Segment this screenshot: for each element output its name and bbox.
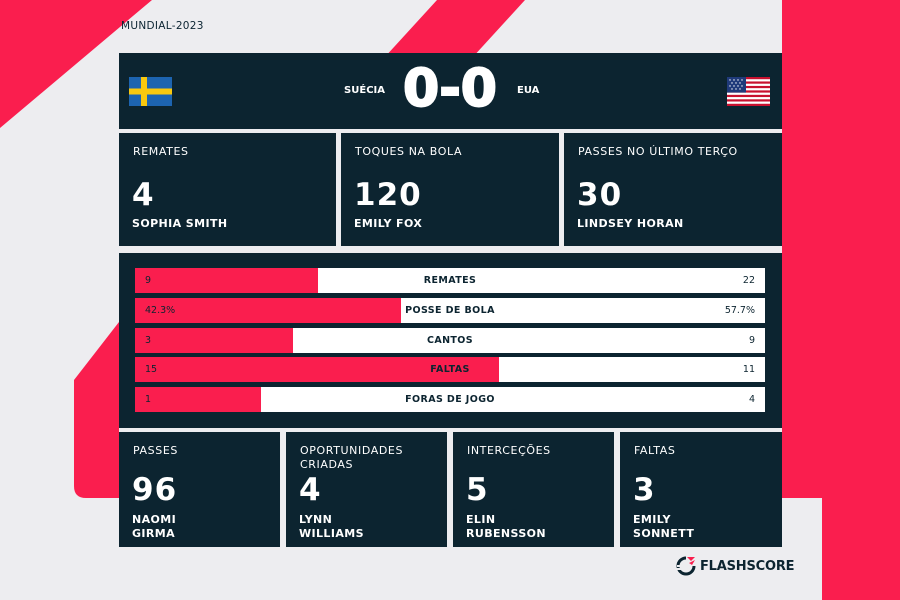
flashscore-brand: FLASHSCORE (676, 556, 795, 576)
stat-player-last: SONNETT (633, 527, 695, 540)
usa-flag-icon (727, 77, 770, 106)
stat-label: REMATES (133, 145, 189, 158)
comparison-row: 1 FORAS DE JOGO 4 (135, 387, 765, 412)
stat-name: CANTOS (426, 335, 474, 346)
stat-name: FALTAS (430, 364, 470, 375)
stat-name: REMATES (423, 275, 477, 286)
home-team-name: SUÉCIA (344, 85, 385, 96)
stat-value: 5 (466, 472, 489, 508)
comparison-row: 3 CANTOS 9 (135, 328, 765, 353)
stat-label: INTERCEÇÕES (467, 444, 551, 457)
home-share-bar (135, 387, 261, 412)
stat-value: 4 (299, 472, 322, 508)
comparison-row: 42.3% POSSE DE BOLA 57.7% (135, 298, 765, 323)
match-header: SUÉCIA 0-0 EUA (119, 53, 782, 129)
home-value: 42.3% (145, 305, 176, 316)
home-share-bar (135, 298, 402, 323)
stat-player-last: RUBENSSON (466, 527, 547, 540)
stat-player-last: GIRMA (132, 527, 176, 540)
top-stat-card-shots: REMATES 4 SOPHIA SMITH (119, 133, 336, 246)
home-share-bar (135, 328, 293, 353)
away-value: 22 (742, 275, 755, 286)
top-stat-card-final-third-passes: PASSES NO ÚLTIMO TERÇO 30 LINDSEY HORAN (564, 133, 782, 246)
stat-name: POSSE DE BOLA (405, 305, 495, 316)
stat-value: 4 (132, 177, 155, 213)
stat-name: FORAS DE JOGO (405, 394, 495, 405)
bottom-stat-card-interceptions: INTERCEÇÕES 5 ELIN RUBENSSON (453, 432, 614, 547)
stat-player: SOPHIA SMITH (132, 217, 228, 230)
home-value: 15 (145, 364, 158, 375)
match-score: 0-0 (402, 58, 498, 120)
flashscore-logo-icon (676, 556, 696, 576)
brand-name: FLASHSCORE (700, 558, 795, 574)
home-value: 9 (145, 275, 152, 286)
bottom-stat-card-passes: PASSES 96 NAOMI GIRMA (119, 432, 280, 547)
stat-label-line1: OPORTUNIDADES (300, 444, 404, 457)
stat-value: 30 (577, 177, 623, 213)
stat-player-first: LYNN (299, 513, 333, 526)
top-stat-card-touches: TOQUES NA BOLA 120 EMILY FOX (341, 133, 559, 246)
sweden-flag-icon (129, 77, 172, 106)
stat-player: LINDSEY HORAN (577, 217, 684, 230)
competition-title: MUNDIAL-2023 (121, 20, 204, 32)
stat-label: PASSES NO ÚLTIMO TERÇO (578, 145, 738, 158)
stat-player-first: NAOMI (132, 513, 177, 526)
home-share-bar (135, 357, 499, 382)
stat-value: 96 (132, 472, 178, 508)
stat-player: EMILY FOX (354, 217, 423, 230)
stat-player-last: WILLIAMS (299, 527, 364, 540)
home-value: 3 (145, 335, 152, 346)
away-value: 11 (742, 364, 755, 375)
stat-label: TOQUES NA BOLA (355, 145, 463, 158)
away-value: 57.7% (724, 305, 755, 316)
stat-player-first: ELIN (466, 513, 496, 526)
away-value: 9 (748, 335, 755, 346)
bottom-stat-card-chances-created: OPORTUNIDADES CRIADAS 4 LYNN WILLIAMS (286, 432, 447, 547)
comparison-row: 15 FALTAS 11 (135, 357, 765, 382)
stat-label-line2: CRIADAS (300, 458, 354, 471)
stat-label: PASSES (133, 444, 178, 457)
stat-value: 3 (633, 472, 656, 508)
team-comparison-panel: 9 REMATES 22 42.3% POSSE DE BOLA 57.7% 3… (119, 253, 782, 428)
stat-label: FALTAS (634, 444, 676, 457)
away-value: 4 (748, 394, 755, 405)
comparison-row: 9 REMATES 22 (135, 268, 765, 293)
stat-value: 120 (354, 177, 422, 213)
home-share-bar (135, 268, 318, 293)
away-team-name: EUA (517, 85, 540, 96)
bottom-stat-card-fouls: FALTAS 3 EMILY SONNETT (620, 432, 782, 547)
home-value: 1 (145, 394, 152, 405)
stat-player-first: EMILY (633, 513, 671, 526)
